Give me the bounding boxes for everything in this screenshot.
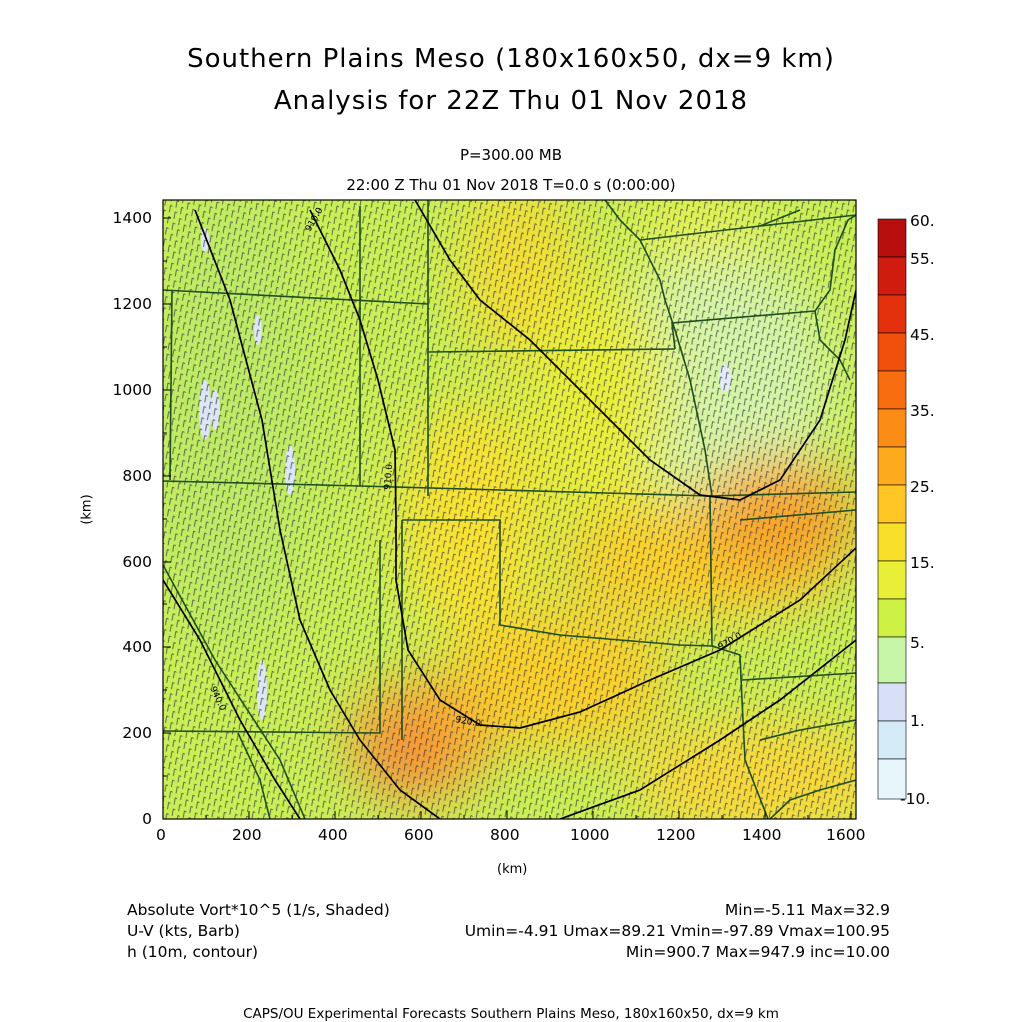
axis-ticks bbox=[162, 217, 852, 820]
legend-field1-name: Absolute Vort*10^5 (1/s, Shaded) bbox=[127, 901, 390, 919]
legend-field1-stats: Min=-5.11 Max=32.9 bbox=[724, 901, 890, 919]
footer-credit: CAPS/OU Experimental Forecasts Southern … bbox=[243, 1006, 779, 1022]
colorbar bbox=[877, 218, 907, 800]
y-tick-label: 1000 bbox=[112, 381, 152, 399]
x-axis-label: (km) bbox=[497, 862, 528, 877]
x-tick-label: 800 bbox=[490, 826, 520, 844]
pressure-level: P=300.00 MB bbox=[459, 146, 563, 164]
y-tick-label: 600 bbox=[122, 553, 152, 571]
colorbar-label: 5. bbox=[910, 634, 925, 652]
colorbar-label: 55. bbox=[910, 250, 935, 268]
legend-field2-name: U-V (kts, Barb) bbox=[127, 922, 240, 940]
y-tick-label: 1200 bbox=[112, 295, 152, 313]
plot-frame bbox=[162, 199, 857, 820]
vorticity-shading bbox=[163, 200, 856, 819]
colorbar-label: 45. bbox=[910, 326, 935, 344]
colorbar-label: 25. bbox=[910, 478, 935, 496]
colorbar-label: 15. bbox=[910, 554, 935, 572]
x-tick-label: 1200 bbox=[656, 826, 696, 844]
x-tick-label: 1600 bbox=[826, 826, 866, 844]
y-tick-label: 200 bbox=[122, 724, 152, 742]
contour-label: 920.0 bbox=[454, 715, 481, 729]
colorbar-label: 1. bbox=[910, 712, 925, 730]
colorbar-label: 35. bbox=[910, 402, 935, 420]
y-tick-label: 1400 bbox=[112, 209, 152, 227]
height-contours bbox=[163, 200, 856, 819]
y-tick-label: 400 bbox=[122, 638, 152, 656]
legend-field3-name: h (10m, contour) bbox=[127, 943, 259, 961]
x-tick-label: 400 bbox=[318, 826, 348, 844]
contour-label: 910.0 bbox=[383, 463, 395, 490]
y-tick-label: 800 bbox=[122, 467, 152, 485]
y-axis-label: (km) bbox=[79, 494, 95, 525]
colorbar-label: 60. bbox=[910, 212, 935, 230]
y-tick-label: 0 bbox=[142, 810, 152, 828]
state-boundaries bbox=[163, 200, 856, 819]
legend-field2-stats: Umin=-4.91 Umax=89.21 Vmin=-97.89 Vmax=1… bbox=[464, 922, 890, 940]
x-tick-label: 200 bbox=[232, 826, 262, 844]
x-tick-label: 600 bbox=[404, 826, 434, 844]
colorbar-label: -10. bbox=[900, 790, 931, 808]
legend-field3-stats: Min=900.7 Max=947.9 inc=10.00 bbox=[625, 943, 890, 961]
valid-time: 22:00 Z Thu 01 Nov 2018 T=0.0 s (0:00:00… bbox=[346, 176, 676, 194]
plot-subtitle: Analysis for 22Z Thu 01 Nov 2018 bbox=[273, 86, 749, 116]
x-tick-label: 0 bbox=[156, 826, 166, 844]
x-tick-label: 1400 bbox=[742, 826, 782, 844]
x-tick-label: 1000 bbox=[570, 826, 610, 844]
plot-title: Southern Plains Meso (180x160x50, dx=9 k… bbox=[187, 44, 835, 74]
